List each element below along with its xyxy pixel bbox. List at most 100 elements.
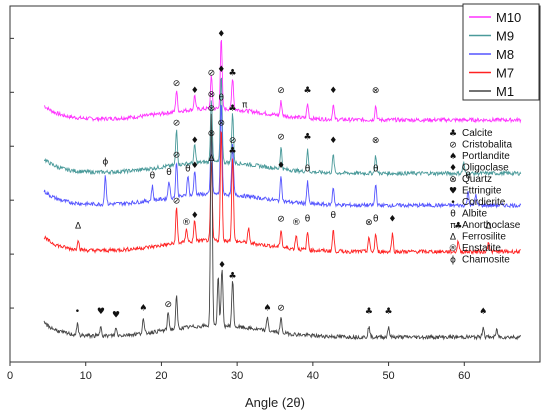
y-axis-ticks: [10, 37, 14, 309]
phase-legend: ♣ Calcite ⊘ Cristobalita ♠ Portlandite ♦ Oligoc…: [449, 128, 521, 266]
phase-name: Cordierite: [462, 197, 506, 208]
peak-marker: θ: [305, 214, 311, 224]
peak-marker: θ: [373, 165, 379, 175]
peak-marker: ♦: [329, 86, 337, 96]
peak-marker: θ: [465, 172, 471, 182]
phase-name: Albite: [462, 209, 487, 220]
peak-marker: ⊘: [277, 303, 285, 313]
peak-marker: ⊗: [372, 86, 380, 96]
peak-marker: ♣: [454, 222, 462, 232]
x-tick-label: 20: [155, 370, 167, 382]
peak-marker: ⊘: [173, 118, 181, 128]
phase-symbol: ⊗: [449, 175, 457, 185]
peak-marker: θ: [185, 165, 191, 175]
peak-marker: ♠: [139, 303, 147, 313]
peak-marker: ♣: [229, 147, 237, 157]
legend-label-m8: M8: [496, 47, 514, 62]
phase-symbol: ⊘: [449, 141, 457, 151]
phase-name: Oligoclase: [462, 163, 509, 174]
peak-marker: ♥: [97, 307, 105, 317]
peak-marker: ⊘: [277, 133, 285, 143]
peak-marker: ♣: [304, 133, 312, 143]
peak-marker: θ: [218, 93, 224, 103]
peak-marker: ⊗: [208, 129, 216, 139]
phase-name: Enstatite: [462, 243, 501, 254]
phase-name: Anorthoclase: [462, 220, 521, 231]
peak-marker: θ: [331, 211, 337, 221]
phase-symbol: ♦: [449, 164, 457, 174]
series-legend: M10 M9 M8 M7 M1: [462, 3, 540, 101]
x-tick-label: 60: [458, 370, 470, 382]
peak-marker: θ: [373, 214, 379, 224]
peak-marker: •: [75, 307, 80, 317]
x-axis-title: Angle (2θ): [245, 395, 305, 410]
peak-marker: ⊗: [365, 218, 373, 228]
peak-marker: ⊘: [164, 300, 172, 310]
peak-marker: θ: [150, 172, 156, 182]
peak-marker: ♦: [388, 214, 396, 224]
peak-marker: ♦: [277, 161, 285, 171]
peak-marker: ♦: [329, 136, 337, 146]
peak-marker: ⊘: [173, 150, 181, 160]
legend-label-m1: M1: [496, 84, 514, 99]
peak-marker: Δ: [485, 222, 492, 232]
peak-marker: ⊘: [173, 79, 181, 89]
peak-marker: ♣: [229, 271, 237, 281]
phase-symbol: •: [450, 198, 455, 208]
phase-symbol: θ: [450, 210, 456, 220]
peak-marker: ♣: [385, 307, 393, 317]
phase-symbol: ♠: [449, 152, 457, 162]
x-tick-label: 10: [80, 370, 92, 382]
plot-frame: [9, 5, 541, 363]
peak-marker: ♣: [304, 86, 312, 96]
peak-marker: ⊗: [208, 90, 216, 100]
x-tick-label: 30: [231, 370, 243, 382]
peak-marker: ϕ: [102, 157, 108, 167]
x-tick-label: 40: [307, 370, 319, 382]
plot-area: ⊘♦⊘♦♣π⊘ ♣ ♦ ⊗⊘♦⊗♦♣⊘ ♣ ♦ ⊗ϕθ θ⊘θ ♦⊗θ⊘♦ θ θθΔ⊘®♦Δ⊗♣⊘…: [7, 5, 541, 382]
series-line-m8: [43, 104, 522, 209]
peak-marker: ♠: [479, 307, 487, 317]
peak-marker: Δ: [208, 154, 215, 164]
peak-marker: ®: [182, 218, 191, 228]
legend-label-m7: M7: [496, 66, 514, 81]
x-axis: 0 10 20 30 40 50 60: [7, 362, 470, 382]
phase-name: Ferrosilite: [462, 232, 506, 243]
peak-marker: π: [242, 100, 248, 110]
peak-marker: ⊘: [229, 136, 237, 146]
series-legend-items: M10 M9 M8 M7 M1: [469, 10, 521, 99]
peak-marker: ♦: [218, 261, 226, 271]
peak-marker: ♦: [217, 29, 225, 39]
peak-marker: ⊘: [277, 214, 285, 224]
peak-marker: ♦: [191, 86, 199, 96]
peak-marker: ♦: [191, 161, 199, 171]
peak-marker: ♠: [263, 303, 271, 313]
peak-marker: ⊗: [217, 118, 225, 128]
legend-label-m9: M9: [496, 29, 514, 44]
phase-name: Ettringite: [462, 186, 502, 197]
peak-marker: ⊗: [372, 136, 380, 146]
peak-marker: ⊘: [208, 68, 216, 78]
phase-symbol: ®: [449, 244, 458, 254]
annotation-layer: ⊘♦⊘♦♣π⊘ ♣ ♦ ⊗⊘♦⊗♦♣⊘ ♣ ♦ ⊗ϕθ θ⊘θ ♦⊗θ⊘♦ θ θθΔ⊘®♦Δ⊗♣⊘…: [75, 29, 493, 320]
phase-symbol: π: [450, 221, 456, 231]
peak-marker: ♦: [191, 136, 199, 146]
peak-marker: ♣: [229, 104, 237, 114]
series-line-m9: [44, 77, 522, 177]
phase-name: Calcite: [462, 128, 493, 139]
peak-marker: ♣: [229, 68, 237, 78]
peak-marker: ♥: [112, 311, 120, 321]
series-layer: [43, 39, 522, 341]
peak-marker: ⊗: [208, 104, 216, 114]
peak-marker: Δ: [75, 222, 82, 232]
peak-marker: ®: [292, 218, 301, 228]
x-tick-label: 50: [382, 370, 394, 382]
series-legend-box: [462, 3, 540, 101]
phase-symbol: ♥: [449, 187, 457, 197]
phase-symbol: ♣: [449, 129, 457, 139]
peak-marker: ♣: [365, 307, 373, 317]
phase-name: Cristobalita: [462, 140, 512, 151]
peak-marker: θ: [166, 168, 172, 178]
series-line-m10: [43, 39, 522, 124]
